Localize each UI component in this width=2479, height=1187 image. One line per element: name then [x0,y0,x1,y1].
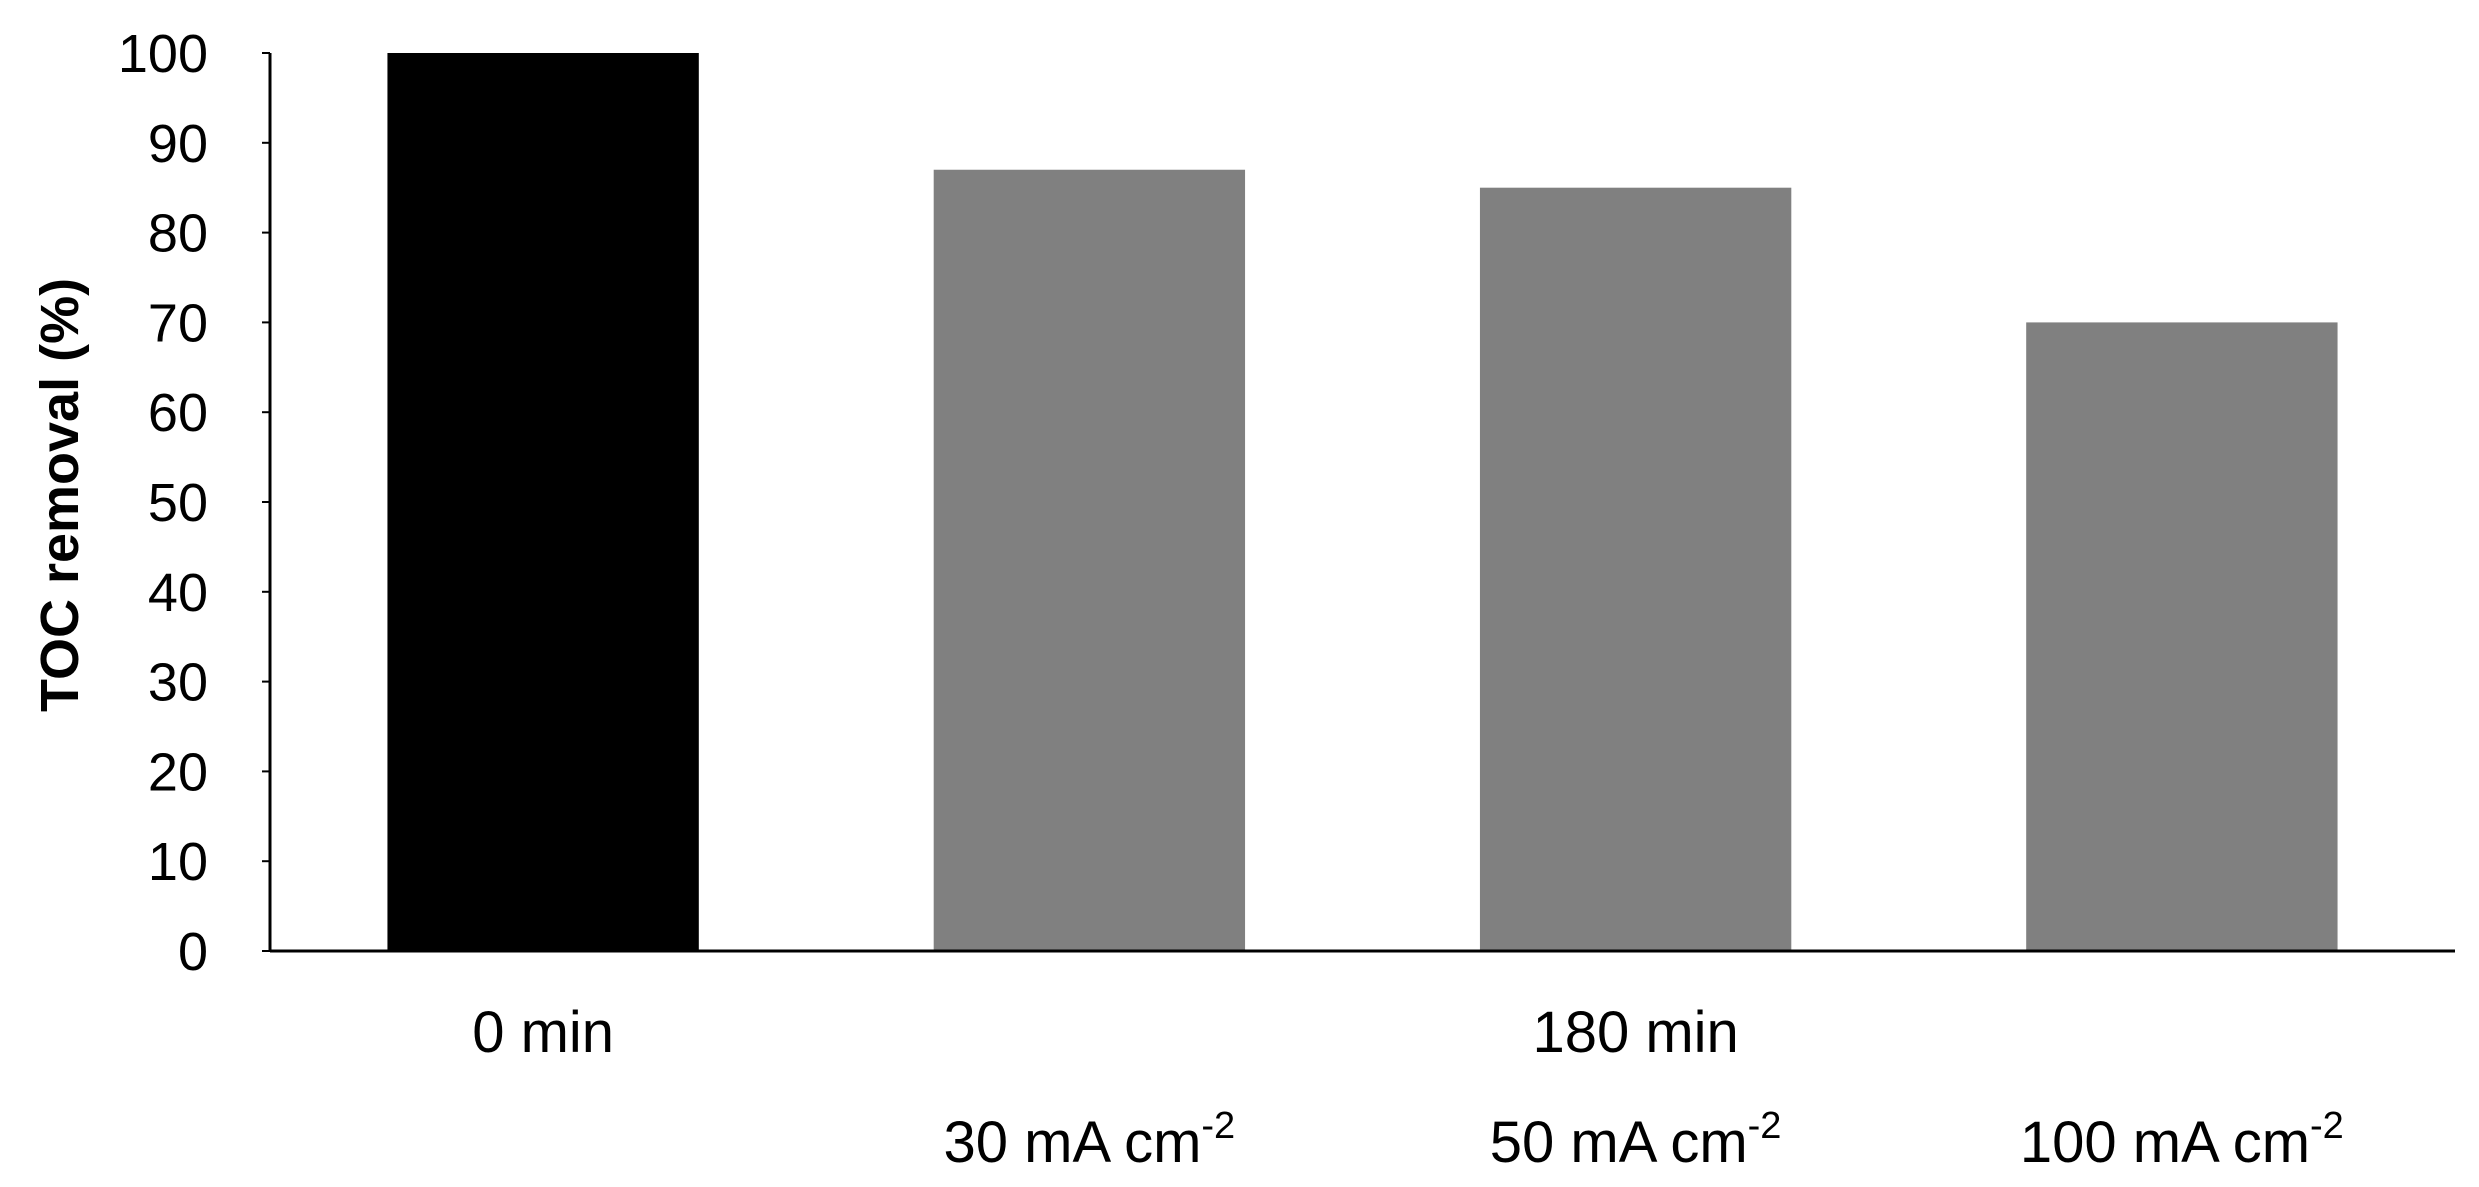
bar [933,169,1246,952]
category-label-superscript: -2 [2310,1105,2344,1147]
category-label-text: 30 mA cm [944,1110,1202,1175]
bar [1479,187,1792,951]
y-tick-label: 0 [178,922,208,982]
group-label: 0 min [472,1000,614,1065]
bar [2026,322,2338,951]
y-tick-label: 100 [118,24,208,84]
category-label-text: 100 mA cm [2020,1110,2310,1175]
category-label-superscript: -2 [1201,1105,1235,1147]
y-tick-label: 70 [148,293,208,353]
category-label-text: 50 mA cm [1490,1110,1748,1175]
category-labels: 30 mA cm-2 50 mA cm-2 100 mA cm-2 [944,1105,2344,1175]
y-tick-label: 20 [148,742,208,802]
category-label: 30 mA cm-2 [944,1105,1236,1175]
group-label: 180 min [1532,1000,1738,1065]
y-axis-ticks: 0 10 20 30 40 50 60 70 80 90 100 [118,24,270,982]
bars [387,53,2338,952]
y-tick-label: 90 [148,114,208,174]
y-tick-label: 80 [148,204,208,264]
y-axis-label: TOC removal (%) [30,278,90,712]
y-tick-label: 10 [148,832,208,892]
category-label: 100 mA cm-2 [2020,1105,2344,1175]
y-tick-label: 50 [148,473,208,533]
y-tick-label: 60 [148,383,208,443]
bar [387,53,699,951]
y-tick-label: 40 [148,563,208,623]
category-label: 50 mA cm-2 [1490,1105,1782,1175]
category-label-superscript: -2 [1748,1105,1782,1147]
y-tick-label: 30 [148,653,208,713]
group-labels: 0 min 180 min [472,1000,1739,1065]
